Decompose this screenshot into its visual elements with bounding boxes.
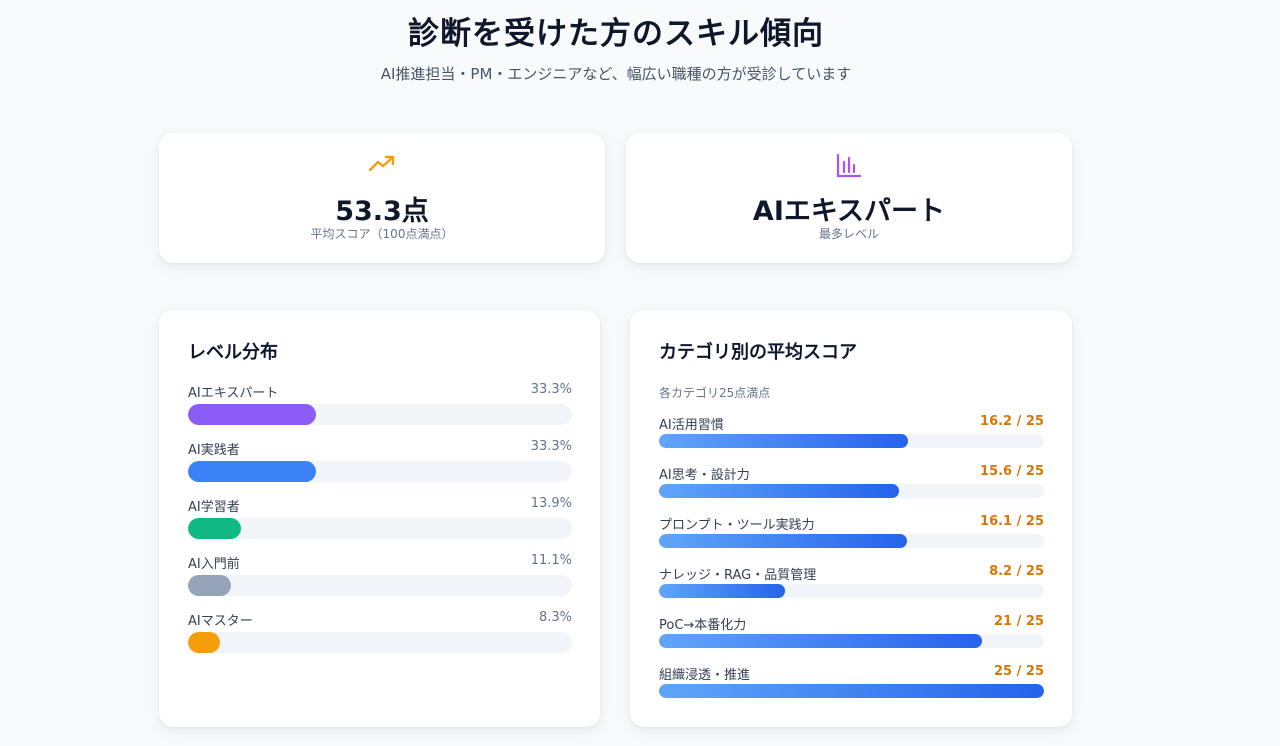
level-bar-track <box>188 518 572 539</box>
category-bar-fill <box>659 534 907 548</box>
average-score-card: 53.3点 平均スコア（100点満点） <box>159 133 605 263</box>
level-bar-fill <box>188 404 316 425</box>
category-scores-panel: カテゴリ別の平均スコア 各カテゴリ25点満点 AI活用習慣 16.2 / 25 AI… <box>630 310 1072 727</box>
level-label: AI学習者 <box>188 500 240 515</box>
category-bar-track <box>659 584 1044 598</box>
category-label: AI活用習慣 <box>659 418 724 433</box>
category-bar-fill <box>659 434 909 448</box>
level-bar-fill <box>188 575 231 596</box>
category-bar-track <box>659 634 1044 648</box>
level-row: AI実践者 33.3% <box>188 439 572 483</box>
level-label: AI実践者 <box>188 443 240 458</box>
page-subtitle: AI推進担当・PM・エンジニアなど、幅広い職種の方が受診しています <box>380 65 852 83</box>
category-label: プロンプト・ツール実践力 <box>659 518 815 533</box>
category-label: 組織浸透・推進 <box>659 668 751 683</box>
category-row: 組織浸透・推進 25 / 25 <box>659 664 1044 700</box>
category-label: ナレッジ・RAG・品質管理 <box>659 568 817 583</box>
level-bar-fill <box>188 632 220 653</box>
average-score-label: 平均スコア（100点満点） <box>310 227 454 241</box>
category-score: 16.2 / 25 <box>980 414 1044 429</box>
top-level-value: AIエキスパート <box>752 196 946 227</box>
category-row: PoC→本番化力 21 / 25 <box>659 614 1044 650</box>
trending-up-icon <box>159 153 605 181</box>
category-scores-note: 各カテゴリ25点満点 <box>659 386 771 400</box>
level-row: AIエキスパート 33.3% <box>188 382 572 426</box>
level-percent: 8.3% <box>538 610 572 625</box>
category-bar-fill <box>659 684 1044 698</box>
category-score: 16.1 / 25 <box>980 514 1044 529</box>
category-row: ナレッジ・RAG・品質管理 8.2 / 25 <box>659 564 1044 600</box>
bar-chart-icon <box>626 153 1072 181</box>
category-label: AI思考・設計力 <box>659 468 750 483</box>
level-bar-track <box>188 461 572 482</box>
category-bar-track <box>659 434 1044 448</box>
level-row: AIマスター 8.3% <box>188 610 572 654</box>
level-row: AI入門前 11.1% <box>188 553 572 597</box>
category-label: PoC→本番化力 <box>659 618 747 633</box>
average-score-value: 53.3点 <box>335 196 429 227</box>
level-bar-track <box>188 632 572 653</box>
level-label: AI入門前 <box>188 557 240 572</box>
level-distribution-panel: レベル分布 AIエキスパート 33.3% AI実践者 33.3% AI学習者 13.9% A… <box>159 310 600 727</box>
top-level-label: 最多レベル <box>818 227 879 241</box>
level-percent: 11.1% <box>530 553 572 568</box>
level-percent: 33.3% <box>530 382 572 397</box>
level-label: AIエキスパート <box>188 386 279 401</box>
category-score: 25 / 25 <box>994 664 1044 679</box>
category-bar-fill <box>659 584 786 598</box>
category-score: 8.2 / 25 <box>989 564 1044 579</box>
category-bar-track <box>659 484 1044 498</box>
category-bar-track <box>659 534 1044 548</box>
page-title: 診断を受けた方のスキル傾向 <box>408 16 824 52</box>
category-score: 21 / 25 <box>994 614 1044 629</box>
category-bar-fill <box>659 634 983 648</box>
level-label: AIマスター <box>188 614 253 629</box>
category-row: プロンプト・ツール実践力 16.1 / 25 <box>659 514 1044 550</box>
level-bar-fill <box>188 518 242 539</box>
level-row: AI学習者 13.9% <box>188 496 572 540</box>
level-bar-track <box>188 404 572 425</box>
level-percent: 13.9% <box>530 496 572 511</box>
category-scores-title: カテゴリ別の平均スコア <box>659 342 857 363</box>
level-percent: 33.3% <box>530 439 572 454</box>
category-bar-track <box>659 684 1044 698</box>
category-score: 15.6 / 25 <box>980 464 1044 479</box>
level-distribution-title: レベル分布 <box>188 342 278 363</box>
category-bar-fill <box>659 484 900 498</box>
level-bar-fill <box>188 461 316 482</box>
category-row: AI活用習慣 16.2 / 25 <box>659 414 1044 450</box>
top-level-card: AIエキスパート 最多レベル <box>626 133 1072 263</box>
level-bar-track <box>188 575 572 596</box>
category-row: AI思考・設計力 15.6 / 25 <box>659 464 1044 500</box>
